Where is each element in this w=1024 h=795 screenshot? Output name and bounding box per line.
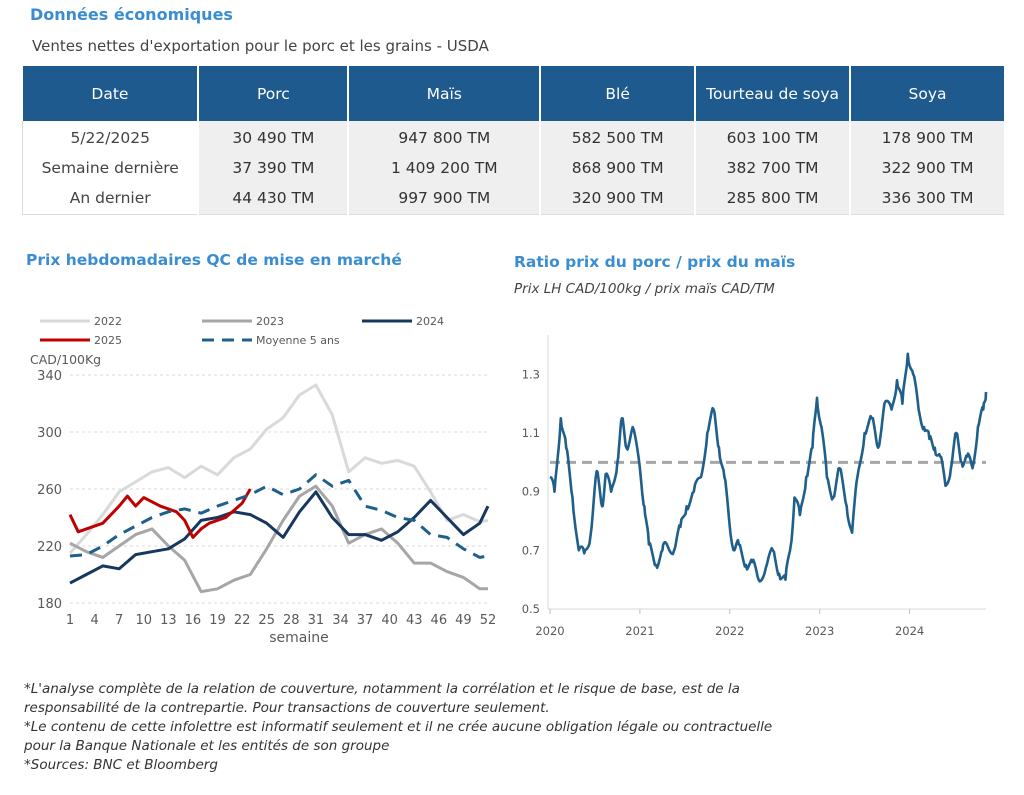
x-tick-label: 46 (431, 613, 448, 628)
x-tick-label: 7 (115, 613, 123, 628)
x-tick-label: 2021 (625, 624, 654, 638)
column-header-date: Date (22, 66, 200, 121)
table-row: An dernier 44 430 TM 997 900 TM 320 900 … (22, 183, 1004, 214)
section-title: Données économiques (30, 5, 233, 24)
table-cell: 1 409 200 TM (348, 152, 542, 183)
table-cell: 44 430 TM (198, 183, 350, 214)
series-line-2024 (69, 490, 490, 585)
y-tick-label: 0.7 (522, 543, 540, 557)
x-tick-label: 16 (185, 613, 202, 628)
column-header-soya: Soya (850, 66, 1004, 121)
weekly-price-chart: 2022 2023 2024 2025 Moyenne 5 ans CAD/100Kg 18… (30, 315, 497, 646)
series-line-2025 (68, 488, 252, 539)
y-tick-label: 0.9 (522, 485, 540, 499)
footnote-line: *Le contenu de cette infolettre est info… (24, 719, 773, 735)
x-axis-label: semaine (269, 630, 329, 646)
x-tick-label: 40 (381, 613, 398, 628)
y-tick-label: 340 (37, 369, 62, 384)
table-cell: 178 900 TM (850, 121, 1004, 152)
y-tick-label: 260 (37, 483, 62, 498)
row-label: 5/22/2025 (22, 121, 200, 152)
x-tick-label: 34 (332, 613, 349, 628)
footnote-line: *L'analyse complète de la relation de co… (24, 681, 740, 697)
table-cell: 336 300 TM (850, 183, 1004, 214)
table-header-row: Date Porc Maïs Blé Tourteau de soya Soya (22, 66, 1004, 121)
legend-label: 2025 (94, 334, 122, 347)
table-cell: 30 490 TM (198, 121, 350, 152)
column-header-tourteau: Tourteau de soya (695, 66, 852, 121)
export-sales-table: Date Porc Maïs Blé Tourteau de soya Soya… (22, 66, 1004, 215)
series-line-moyenne-5-ans (69, 473, 489, 559)
footnote-line: pour la Banque Nationale et les entités … (24, 738, 390, 754)
x-tick-label: 37 (357, 613, 374, 628)
table-cell: 868 900 TM (540, 152, 697, 183)
y-tick-label: 1.3 (522, 367, 540, 381)
x-tick-label: 28 (283, 613, 300, 628)
series-line-ratio (549, 352, 988, 583)
x-tick-label: 19 (209, 613, 226, 628)
footnote-line: *Sources: BNC et Bloomberg (24, 757, 218, 773)
x-tick-label: 49 (455, 613, 472, 628)
footnotes: *L'analyse complète de la relation de co… (24, 680, 924, 775)
x-tick-label: 2020 (535, 624, 564, 638)
ratio-chart-title: Ratio prix du porc / prix du maïs (514, 253, 796, 271)
x-tick-label: 2024 (895, 624, 924, 638)
y-tick-label: 0.5 (522, 602, 540, 616)
column-header-porc: Porc (198, 66, 350, 121)
table-cell: 320 900 TM (540, 183, 697, 214)
column-header-ble: Blé (540, 66, 697, 121)
x-tick-label: 2023 (805, 624, 834, 638)
x-tick-label: 2022 (715, 624, 744, 638)
x-tick-label: 31 (308, 613, 325, 628)
y-tick-label: 1.1 (522, 426, 540, 440)
table-cell: 382 700 TM (695, 152, 852, 183)
x-tick-label: 22 (234, 613, 251, 628)
legend-label: 2023 (256, 315, 284, 328)
table-cell: 285 800 TM (695, 183, 852, 214)
x-tick-label: 43 (406, 613, 423, 628)
x-tick-label: 10 (135, 613, 152, 628)
x-tick-label: 13 (160, 613, 177, 628)
table-cell: 603 100 TM (695, 121, 852, 152)
weekly-price-chart-title: Prix hebdomadaires QC de mise en marché (26, 251, 402, 269)
column-header-mais: Maïs (348, 66, 542, 121)
y-tick-label: 300 (37, 426, 62, 441)
table-cell: 37 390 TM (198, 152, 350, 183)
table-cell: 582 500 TM (540, 121, 697, 152)
series-line-2023 (69, 484, 488, 594)
table-row: Semaine dernière 37 390 TM 1 409 200 TM … (22, 152, 1004, 183)
table-cell: 322 900 TM (850, 152, 1004, 183)
x-tick-label: 52 (480, 613, 497, 628)
table-cell: 997 900 TM (348, 183, 542, 214)
x-tick-label: 4 (90, 613, 98, 628)
x-tick-label: 25 (258, 613, 275, 628)
series-line-2022 (68, 383, 489, 555)
row-label: Semaine dernière (22, 152, 200, 183)
legend-label: 2024 (416, 315, 444, 328)
section-subtitle: Ventes nettes d'exportation pour le porc… (32, 37, 489, 55)
x-tick-label: 1 (66, 613, 74, 628)
legend-label: 2022 (94, 315, 122, 328)
y-axis-label: CAD/100Kg (30, 352, 101, 367)
y-tick-label: 180 (37, 597, 62, 612)
legend-label: Moyenne 5 ans (256, 334, 340, 347)
footnote-line: responsabilité de la contrepartie. Pour … (24, 700, 550, 716)
table-row: 5/22/2025 30 490 TM 947 800 TM 582 500 T… (22, 121, 1004, 152)
ratio-chart: 0.5 0.7 0.9 1.1 1.3 2020 2021 2022 2023 2024 (522, 335, 988, 638)
table-cell: 947 800 TM (348, 121, 542, 152)
row-label: An dernier (22, 183, 200, 214)
y-tick-label: 220 (37, 540, 62, 555)
ratio-chart-subtitle: Prix LH CAD/100kg / prix maïs CAD/TM (514, 281, 775, 297)
